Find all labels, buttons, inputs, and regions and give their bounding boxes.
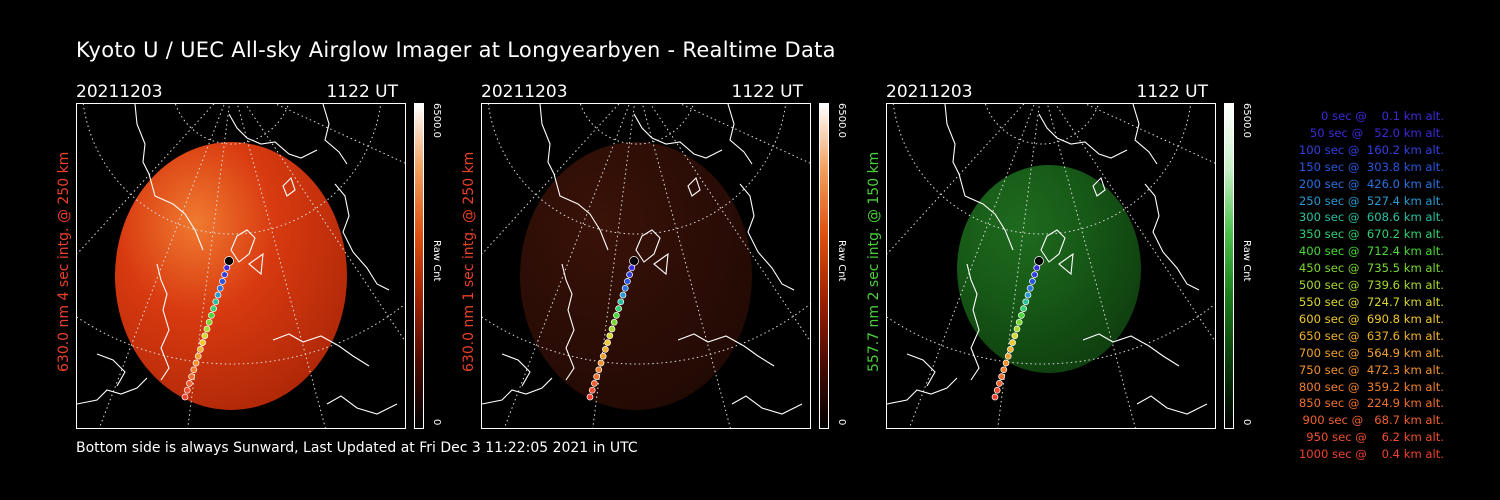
panel-3-cbar-min: 0 [1241,419,1252,426]
panel-2-ylabel: 630.0 nm 1 sec intg. @ 250 km [461,151,477,372]
panel-1-cbar-label: Raw Cnt [431,240,442,282]
legend-row: 250 sec @ 527.4 km alt. [1295,193,1444,208]
panel-1-cbar-min: 0 [431,419,442,426]
panel-3-cbar-label: Raw Cnt [1241,240,1252,282]
panel-1-colorbar [414,103,424,429]
legend-row: 200 sec @ 426.0 km alt. [1295,176,1444,191]
panel-3-time: 1122 UT [1136,82,1209,102]
panel-2-image [481,103,811,429]
trajectory-legend: 0 sec @ 0.1 km alt. 50 sec @ 52.0 km alt… [1262,108,1444,463]
legend-row: 150 sec @ 303.8 km alt. [1295,159,1444,174]
legend-row: 600 sec @ 690.8 km alt. [1295,311,1444,326]
legend-row: 900 sec @ 68.7 km alt. [1298,413,1444,428]
footer-status: Bottom side is always Sunward, Last Upda… [76,440,638,456]
legend-row: 850 sec @ 224.9 km alt. [1295,396,1444,411]
legend-row: 650 sec @ 637.6 km alt. [1295,328,1444,343]
legend-row: 50 sec @ 52.0 km alt. [1302,125,1444,140]
legend-row: 500 sec @ 739.6 km alt. [1295,278,1444,293]
legend-row: 750 sec @ 472.3 km alt. [1295,362,1444,377]
legend-row: 700 sec @ 564.9 km alt. [1295,345,1444,360]
panel-3-image [886,103,1216,429]
legend-row: 800 sec @ 359.2 km alt. [1295,379,1444,394]
panel-1-cbar-max: 6500.0 [431,103,442,138]
legend-row: 400 sec @ 712.4 km alt. [1295,244,1444,259]
legend-row: 1000 sec @ 0.4 km alt. [1298,447,1444,462]
legend-row: 0 sec @ 0.1 km alt. [1309,109,1444,123]
panel-2-cbar-max: 6500.0 [836,103,847,138]
panel-1-image [76,103,406,429]
legend-row: 300 sec @ 608.6 km alt. [1295,210,1444,225]
page-title: Kyoto U / UEC All-sky Airglow Imager at … [76,38,836,62]
legend-row: 950 sec @ 6.2 km alt. [1302,430,1444,445]
panel-1-ylabel: 630.0 nm 4 sec intg. @ 250 km [56,151,72,372]
panel-3-colorbar [1224,103,1234,429]
panel-3-date: 20211203 [886,82,973,102]
legend-row: 450 sec @ 735.5 km alt. [1295,261,1444,276]
legend-row: 350 sec @ 670.2 km alt. [1295,227,1444,242]
legend-row: 550 sec @ 724.7 km alt. [1295,294,1444,309]
panel-3-cbar-max: 6500.0 [1241,103,1252,138]
panel-1-time: 1122 UT [326,82,399,102]
panel-3-ylabel: 557.7 nm 2 sec intg. @ 150 km [866,151,882,372]
panel-2-cbar-min: 0 [836,419,847,426]
panel-2-date: 20211203 [481,82,568,102]
panel-1-date: 20211203 [76,82,163,102]
panel-2-time: 1122 UT [731,82,804,102]
legend-row: 100 sec @ 160.2 km alt. [1295,142,1444,157]
panel-2-colorbar [819,103,829,429]
panel-2-cbar-label: Raw Cnt [836,240,847,282]
